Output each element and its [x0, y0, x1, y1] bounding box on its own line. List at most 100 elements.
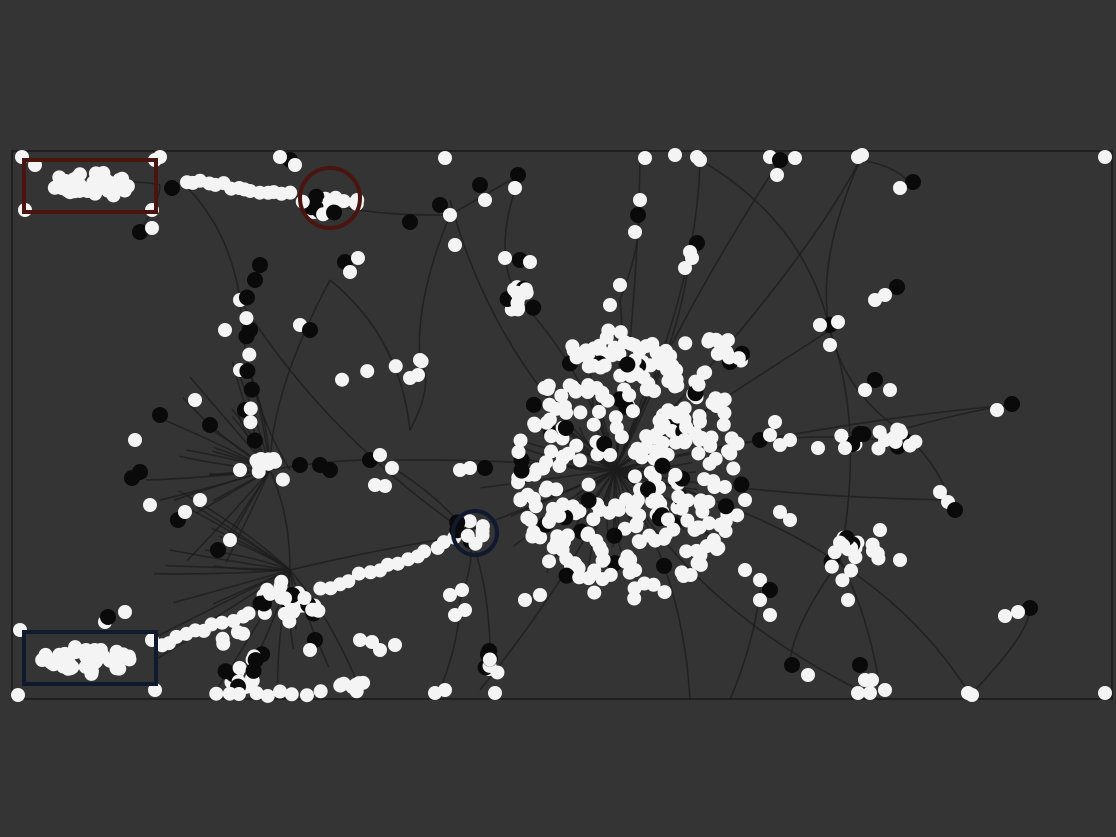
graph-node-white[interactable]: [633, 193, 647, 207]
graph-node-white[interactable]: [438, 683, 452, 697]
graph-node-white[interactable]: [540, 382, 555, 397]
graph-node-white[interactable]: [443, 588, 457, 602]
graph-node-white[interactable]: [488, 686, 502, 700]
graph-node-white[interactable]: [586, 341, 601, 356]
graph-node-black[interactable]: [867, 372, 883, 388]
graph-node-white[interactable]: [688, 426, 703, 441]
graph-node-white[interactable]: [834, 428, 849, 443]
graph-node-white[interactable]: [511, 290, 526, 305]
graph-node-black[interactable]: [762, 582, 778, 598]
graph-node-white[interactable]: [351, 251, 365, 265]
graph-node-white[interactable]: [511, 444, 526, 459]
graph-node-white[interactable]: [770, 168, 784, 182]
graph-node-white[interactable]: [572, 453, 587, 468]
graph-node-white[interactable]: [378, 479, 392, 493]
graph-node-white[interactable]: [542, 554, 557, 569]
graph-node-white[interactable]: [60, 183, 75, 198]
graph-node-white[interactable]: [753, 593, 767, 607]
graph-node-white[interactable]: [844, 563, 859, 578]
graph-node-white[interactable]: [299, 688, 314, 703]
graph-node-white[interactable]: [241, 606, 256, 621]
graph-node-white[interactable]: [730, 436, 745, 451]
graph-node-white[interactable]: [218, 323, 232, 337]
graph-node-white[interactable]: [533, 588, 547, 602]
graph-node-white[interactable]: [1098, 686, 1112, 700]
graph-node-white[interactable]: [112, 661, 127, 676]
graph-node-white[interactable]: [717, 479, 732, 494]
graph-node-white[interactable]: [460, 528, 475, 543]
graph-node-white[interactable]: [118, 605, 132, 619]
graph-node-white[interactable]: [286, 603, 301, 618]
graph-node-white[interactable]: [528, 499, 543, 514]
graph-node-white[interactable]: [613, 278, 627, 292]
graph-node-white[interactable]: [738, 493, 752, 507]
graph-node-white[interactable]: [627, 469, 642, 484]
graph-node-white[interactable]: [273, 684, 288, 699]
graph-node-white[interactable]: [569, 438, 584, 453]
graph-node-white[interactable]: [608, 498, 623, 513]
graph-node-white[interactable]: [526, 525, 541, 540]
graph-node-white[interactable]: [679, 544, 694, 559]
graph-node-white[interactable]: [868, 293, 882, 307]
graph-node-white[interactable]: [79, 642, 94, 657]
graph-node-white[interactable]: [239, 311, 254, 326]
graph-node-white[interactable]: [738, 563, 752, 577]
graph-node-white[interactable]: [223, 533, 237, 547]
graph-node-white[interactable]: [297, 590, 312, 605]
graph-node-white[interactable]: [230, 625, 245, 640]
graph-node-white[interactable]: [283, 185, 298, 200]
graph-node-black[interactable]: [639, 481, 656, 498]
graph-node-black[interactable]: [596, 436, 613, 453]
graph-node-black[interactable]: [164, 180, 180, 196]
graph-node-white[interactable]: [554, 388, 569, 403]
graph-node-white[interactable]: [438, 151, 452, 165]
graph-node-black[interactable]: [239, 362, 256, 379]
graph-node-white[interactable]: [691, 377, 706, 392]
graph-node-white[interactable]: [665, 358, 680, 373]
graph-node-white[interactable]: [528, 418, 543, 433]
graph-node-white[interactable]: [878, 433, 893, 448]
graph-node-white[interactable]: [148, 683, 162, 697]
graph-node-white[interactable]: [282, 614, 297, 629]
graph-node-white[interactable]: [657, 585, 672, 600]
graph-node-white[interactable]: [693, 153, 707, 167]
graph-node-black[interactable]: [889, 279, 905, 295]
graph-node-black[interactable]: [238, 328, 255, 345]
graph-node-white[interactable]: [231, 687, 246, 702]
graph-node-black[interactable]: [733, 476, 750, 493]
graph-node-white[interactable]: [870, 546, 885, 561]
graph-node-white[interactable]: [233, 463, 247, 477]
graph-node-black[interactable]: [947, 502, 963, 518]
graph-node-white[interactable]: [72, 167, 87, 182]
graph-node-white[interactable]: [730, 508, 745, 523]
graph-node-black[interactable]: [477, 460, 493, 476]
graph-node-white[interactable]: [284, 687, 299, 702]
graph-node-white[interactable]: [603, 448, 618, 463]
graph-node-black[interactable]: [243, 381, 260, 398]
graph-node-black[interactable]: [1004, 396, 1020, 412]
graph-node-white[interactable]: [702, 332, 717, 347]
graph-node-black[interactable]: [472, 177, 488, 193]
graph-node-white[interactable]: [490, 665, 505, 680]
graph-node-white[interactable]: [66, 644, 81, 659]
graph-node-white[interactable]: [721, 444, 736, 459]
graph-node-white[interactable]: [178, 505, 192, 519]
graph-node-white[interactable]: [628, 563, 643, 578]
graph-node-white[interactable]: [443, 208, 457, 222]
graph-node-white[interactable]: [629, 519, 644, 534]
graph-node-white[interactable]: [556, 449, 571, 464]
graph-node-white[interactable]: [288, 158, 302, 172]
graph-node-white[interactable]: [482, 652, 497, 667]
graph-node-white[interactable]: [565, 379, 580, 394]
graph-node-white[interactable]: [603, 298, 617, 312]
graph-node-white[interactable]: [313, 684, 328, 699]
graph-node-white[interactable]: [965, 688, 979, 702]
graph-node-white[interactable]: [215, 631, 230, 646]
graph-node-white[interactable]: [680, 513, 695, 528]
graph-node-white[interactable]: [831, 315, 845, 329]
graph-node-white[interactable]: [720, 333, 735, 348]
graph-node-black[interactable]: [100, 609, 116, 625]
graph-node-white[interactable]: [581, 477, 596, 492]
graph-node-black[interactable]: [217, 663, 234, 680]
